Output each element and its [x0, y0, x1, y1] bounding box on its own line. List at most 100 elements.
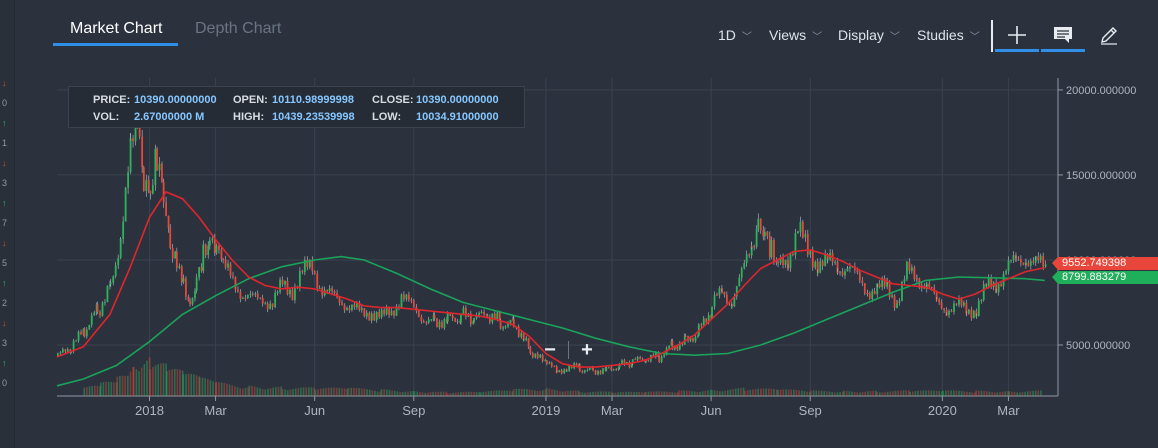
candle-body: [114, 265, 117, 277]
tab-market-chart[interactable]: Market Chart: [70, 20, 163, 37]
candle-body: [147, 180, 150, 191]
candle-body: [995, 282, 998, 293]
volume-bar: [195, 375, 198, 396]
studies-dropdown[interactable]: Studies ﹀: [917, 27, 980, 43]
candle-body: [331, 288, 334, 292]
candle-body: [220, 250, 223, 259]
volume-bar: [643, 392, 646, 396]
candle-body: [405, 294, 408, 300]
candle-body: [480, 311, 483, 313]
candle-body: [388, 307, 390, 316]
candle-body: [122, 221, 125, 240]
volume-bar: [760, 388, 762, 396]
draw-button[interactable]: [1087, 20, 1131, 50]
volume-bar: [335, 387, 338, 396]
candle-body: [555, 366, 558, 372]
volume-bar: [350, 387, 352, 396]
volume-bar: [86, 386, 88, 396]
candle-body: [925, 283, 928, 285]
candle-body: [198, 267, 201, 278]
candle-body: [517, 326, 520, 337]
candle-body: [987, 277, 990, 286]
candle-body: [647, 360, 650, 362]
volume-bar: [1008, 391, 1011, 396]
zoom-out-button[interactable]: −: [544, 338, 556, 361]
candle-body: [112, 276, 115, 283]
volume-bar: [815, 390, 818, 396]
x-tick-label: 2018: [135, 403, 164, 418]
candle-body: [303, 259, 306, 273]
interval-dropdown[interactable]: 1D ﹀: [718, 27, 752, 43]
candle-body: [469, 313, 472, 325]
candle-body: [678, 342, 681, 350]
candle-body: [269, 303, 272, 310]
volume-bar: [388, 390, 391, 396]
candle-body: [539, 354, 542, 358]
candle-body: [318, 287, 321, 289]
candle-body: [507, 323, 509, 327]
volume-bar: [96, 385, 99, 396]
volume-bar: [393, 390, 396, 396]
candle-body: [826, 253, 829, 260]
interval-label: 1D: [718, 27, 736, 43]
volume-bar: [614, 392, 617, 396]
volume-bar: [281, 388, 284, 396]
candle-body: [378, 311, 381, 318]
candle-body: [360, 308, 363, 310]
candle-body: [806, 233, 809, 255]
comment-button[interactable]: [1041, 20, 1085, 52]
candle-body: [383, 309, 386, 315]
candle-body: [259, 297, 262, 299]
candle-body: [777, 262, 779, 264]
candle-body: [232, 275, 234, 278]
volume-bar: [988, 391, 991, 396]
candle-body: [787, 268, 789, 270]
candle-body: [1015, 258, 1017, 260]
volume-bar: [569, 390, 572, 396]
volume-bar: [171, 369, 173, 396]
volume-bar: [396, 391, 399, 396]
candle-body: [154, 148, 157, 185]
candle-body: [610, 367, 613, 370]
volume-bar: [383, 389, 385, 396]
zoom-in-button[interactable]: +: [581, 338, 593, 361]
candle-body: [671, 340, 674, 350]
crosshair-button[interactable]: [995, 20, 1039, 52]
candle-body: [846, 268, 849, 270]
volume-bar: [742, 387, 745, 396]
candle-body: [692, 338, 694, 342]
volume-bar: [135, 369, 138, 396]
volume-bar: [251, 385, 253, 396]
candle-body: [165, 202, 167, 216]
candle-body: [1044, 264, 1047, 267]
candle-body: [581, 370, 584, 373]
candle-body: [64, 349, 67, 352]
candle-body: [93, 312, 96, 316]
volume-bar: [160, 363, 162, 396]
candle-body: [368, 312, 371, 321]
candle-body: [773, 240, 775, 262]
volume-bar: [798, 390, 800, 396]
candle-body: [844, 271, 846, 276]
candle-body: [896, 302, 898, 308]
volume-bar: [839, 392, 841, 396]
candle-body: [358, 302, 361, 310]
volume-bar: [996, 392, 999, 396]
volume-bar: [553, 389, 556, 396]
candle-body: [816, 261, 819, 273]
candle-body: [301, 271, 304, 273]
volume-bar: [561, 391, 564, 396]
candle-body: [142, 167, 145, 192]
volume-bar: [878, 392, 881, 396]
display-dropdown[interactable]: Display ﹀: [838, 27, 900, 43]
volume-bar: [294, 388, 297, 396]
tab-depth-chart[interactable]: Depth Chart: [195, 20, 282, 37]
candle-body: [529, 347, 532, 354]
views-dropdown[interactable]: Views ﹀: [769, 27, 822, 43]
candle-body: [743, 263, 746, 269]
volume-bar: [952, 390, 955, 396]
candle-body: [755, 229, 758, 247]
candle-body: [145, 180, 148, 192]
volume-bar: [699, 391, 701, 396]
